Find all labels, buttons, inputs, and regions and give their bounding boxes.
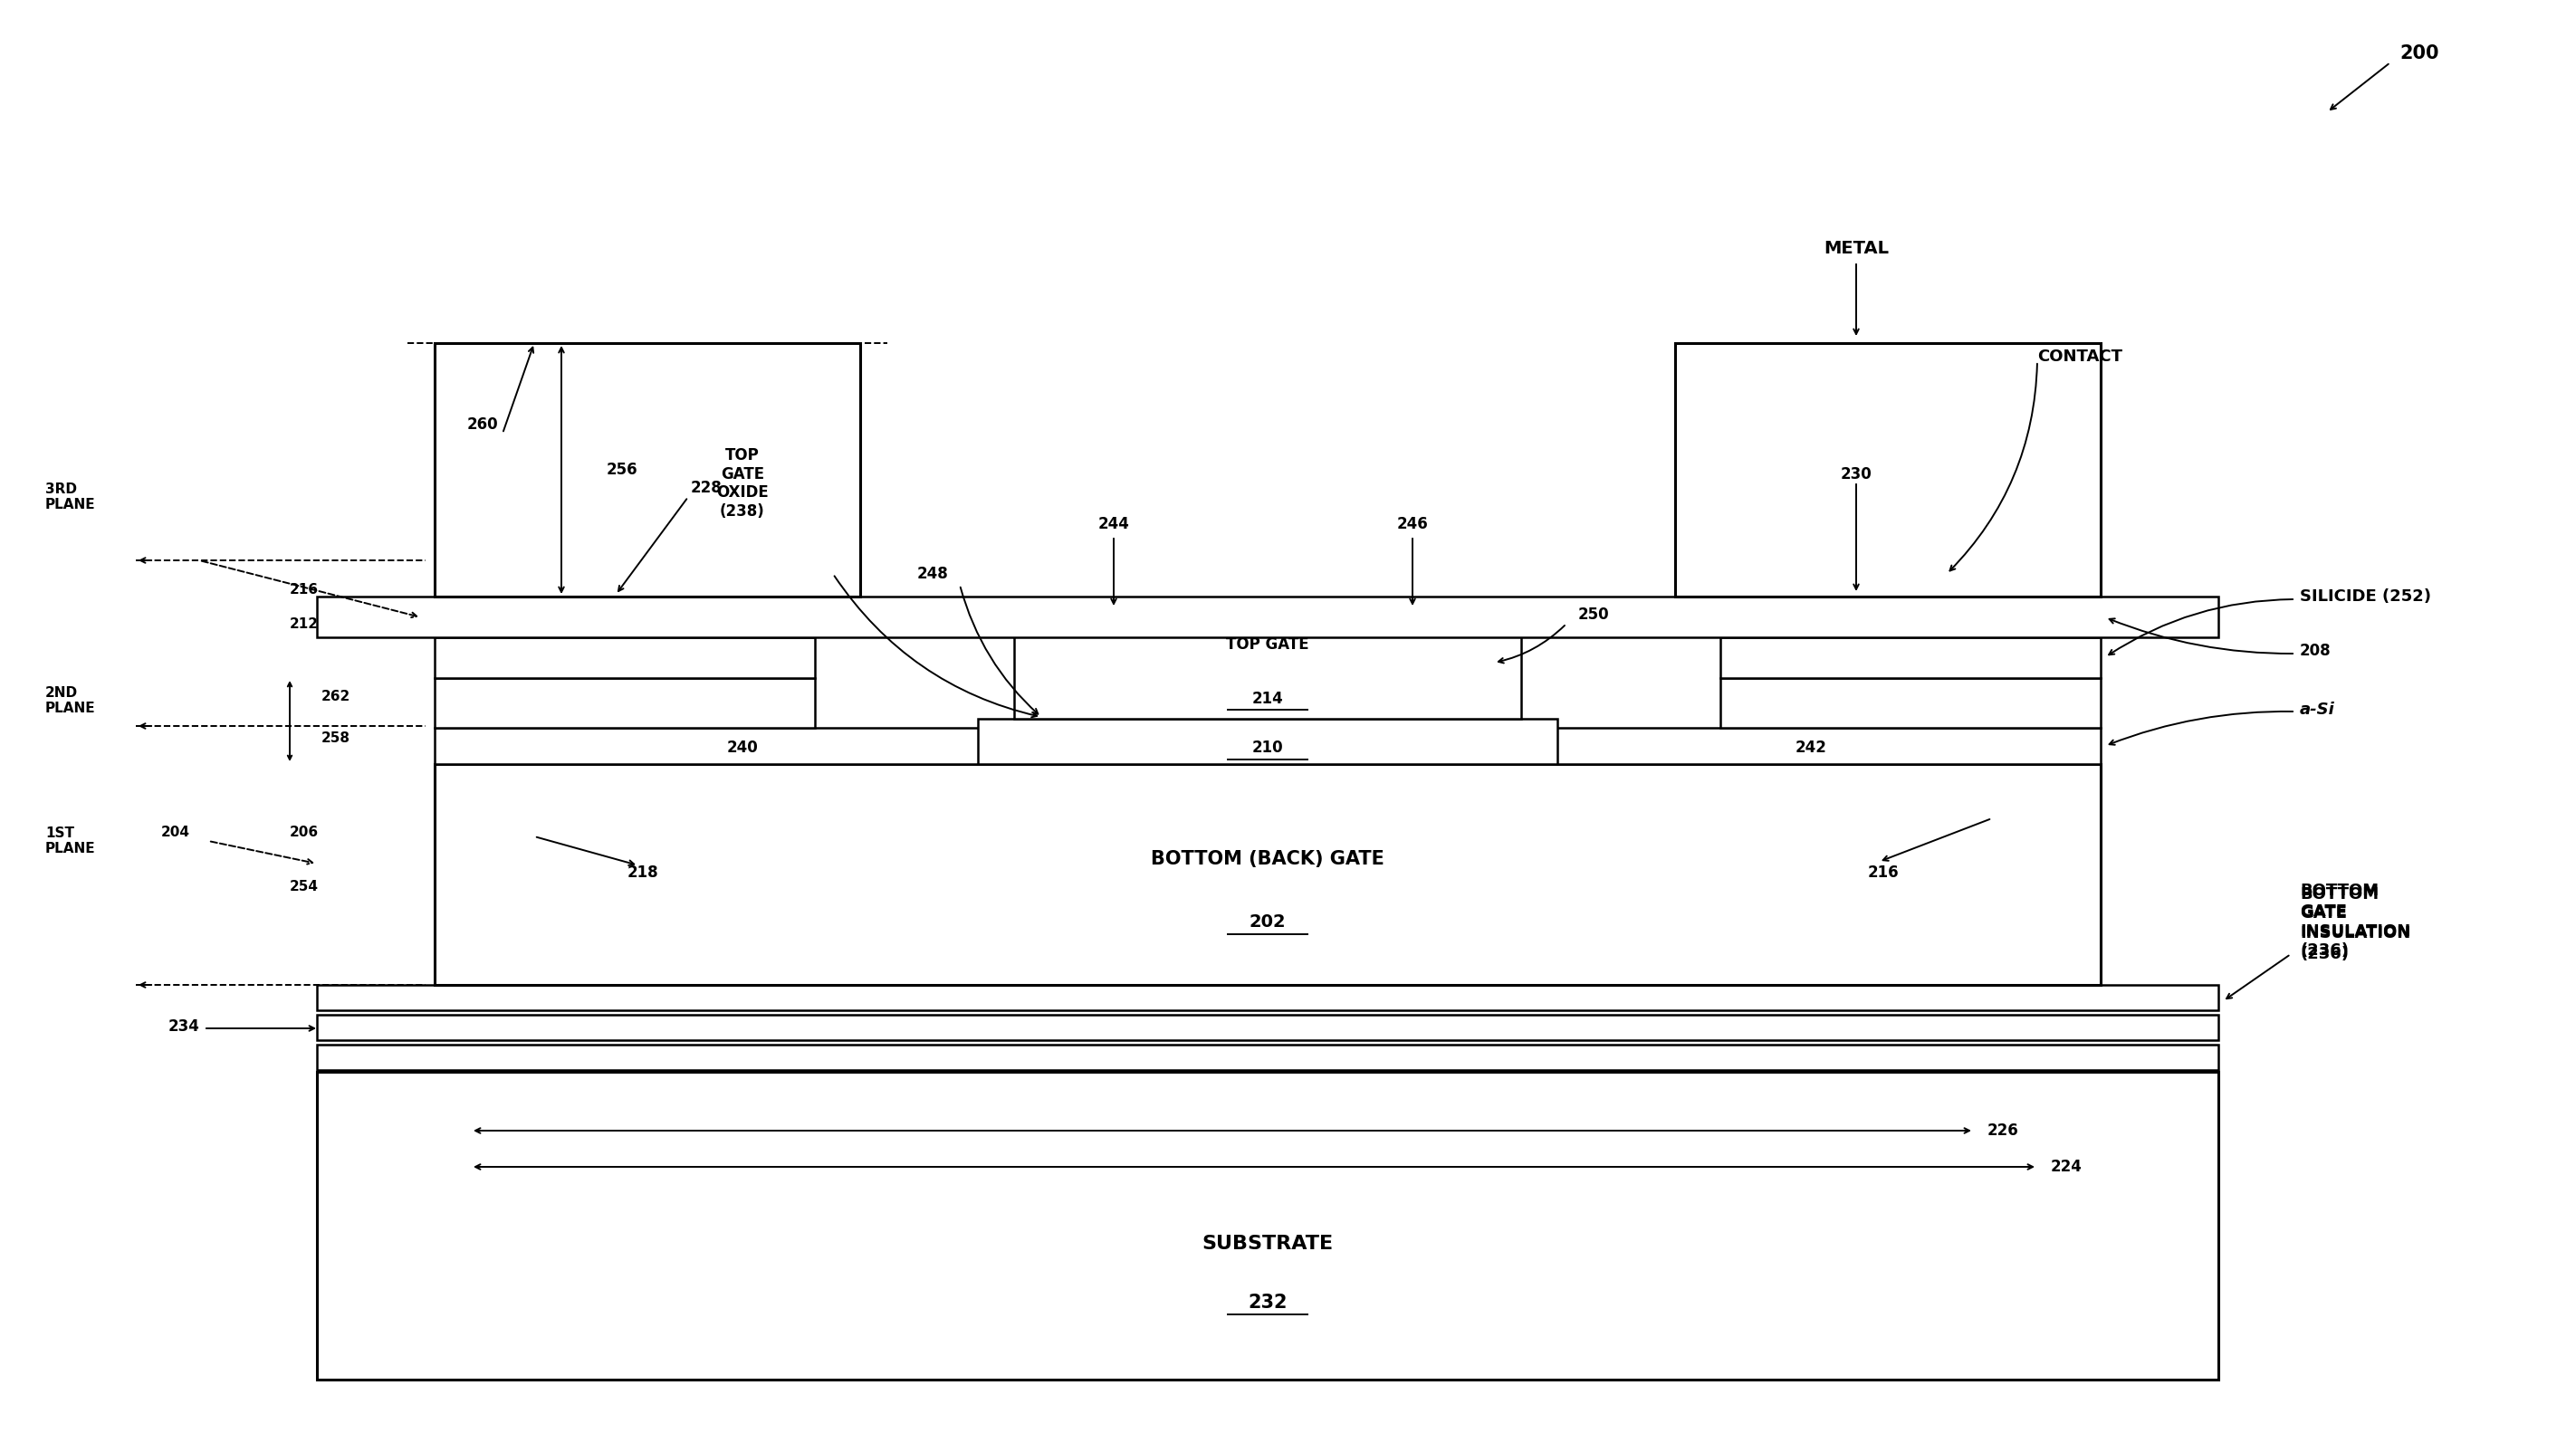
Bar (317, 1044, 2218, 1070)
Text: 226: 226 (1989, 1122, 2020, 1138)
Bar (1721, 637, 2099, 678)
Bar (435, 764, 2099, 984)
Text: 216: 216 (289, 584, 319, 597)
Text: a-Si: a-Si (2300, 701, 2334, 717)
Text: 210: 210 (1252, 739, 1283, 756)
Bar (317, 597, 2218, 637)
Text: TOP GATE: TOP GATE (1226, 636, 1309, 653)
Text: 1ST
PLANE: 1ST PLANE (46, 826, 95, 855)
Text: 2ND
PLANE: 2ND PLANE (46, 685, 95, 716)
Text: 202: 202 (1249, 913, 1285, 931)
Text: 232: 232 (1247, 1294, 1288, 1311)
Bar (317, 1015, 2218, 1040)
Text: 258: 258 (322, 732, 350, 745)
Text: SUBSTRATE: SUBSTRATE (1203, 1234, 1334, 1253)
Text: 216: 216 (1868, 864, 1899, 881)
Bar (1674, 343, 2099, 597)
Text: BOTTOM
GATE
INSULATION
(236): BOTTOM GATE INSULATION (236) (2300, 883, 2411, 963)
Text: 242: 242 (1795, 739, 1826, 756)
Bar (435, 637, 814, 678)
Bar (317, 984, 2218, 1011)
Text: METAL: METAL (1824, 240, 1888, 257)
Text: 3RD
PLANE: 3RD PLANE (46, 482, 95, 511)
Text: 228: 228 (690, 479, 721, 497)
Text: TOP
GATE
OXIDE
(238): TOP GATE OXIDE (238) (716, 447, 768, 520)
Text: 234: 234 (167, 1018, 198, 1035)
Bar (1015, 610, 1522, 719)
Text: 200: 200 (2398, 45, 2439, 62)
Text: 254: 254 (289, 880, 319, 893)
Text: 212: 212 (289, 617, 319, 630)
Text: 262: 262 (322, 690, 350, 703)
Bar (979, 719, 1558, 764)
Text: 260: 260 (466, 417, 497, 433)
Text: 208: 208 (2300, 643, 2331, 659)
Text: SILICIDE (252): SILICIDE (252) (2300, 588, 2432, 604)
Text: 204: 204 (162, 825, 191, 839)
Bar (435, 343, 860, 597)
Text: 206: 206 (289, 825, 319, 839)
Text: 230: 230 (1839, 466, 1873, 482)
Text: 248: 248 (917, 566, 948, 582)
Bar (317, 1072, 2218, 1379)
Bar (435, 678, 814, 727)
Text: 246: 246 (1396, 515, 1427, 533)
Text: 218: 218 (626, 864, 659, 881)
Text: BOTTOM
GATE
INSULATION
(236): BOTTOM GATE INSULATION (236) (2300, 886, 2411, 958)
Bar (435, 727, 2099, 764)
Text: BOTTOM (BACK) GATE: BOTTOM (BACK) GATE (1151, 849, 1383, 868)
Text: 250: 250 (1579, 607, 1610, 623)
Text: 224: 224 (2050, 1159, 2081, 1175)
Text: 240: 240 (726, 739, 757, 756)
Text: 256: 256 (608, 462, 639, 478)
Text: 244: 244 (1097, 515, 1128, 533)
Text: CONTACT: CONTACT (2038, 348, 2123, 364)
Bar (1721, 678, 2099, 727)
Text: 214: 214 (1252, 691, 1283, 707)
